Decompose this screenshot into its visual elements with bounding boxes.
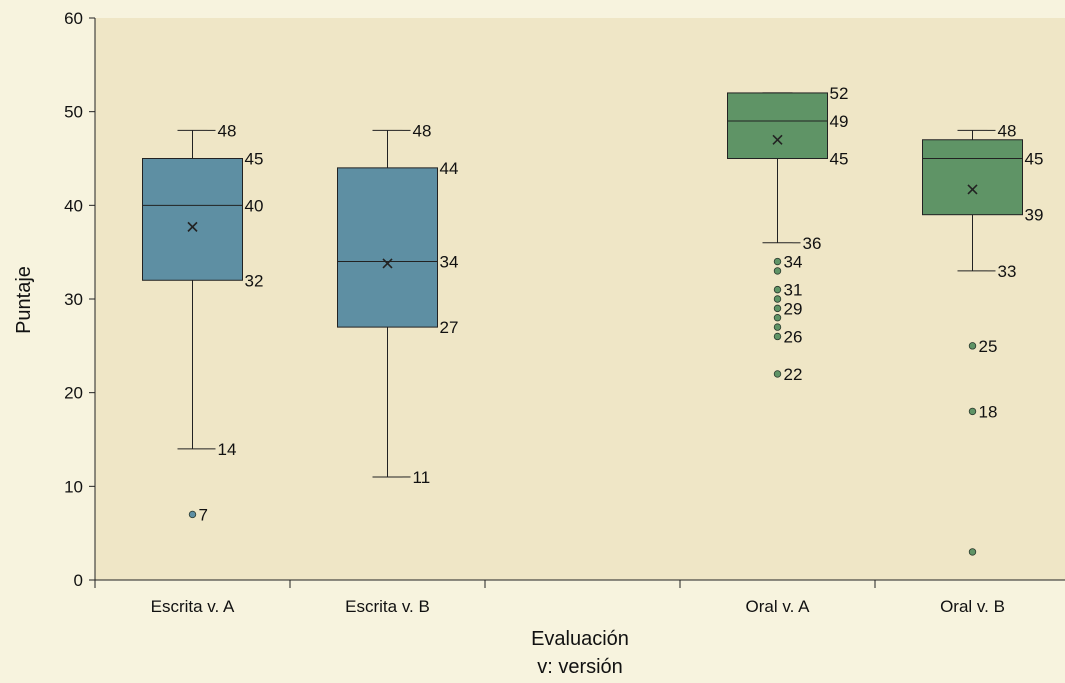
value-label: 33 — [998, 262, 1017, 281]
value-label: 11 — [413, 468, 431, 487]
iqr-box — [727, 92, 828, 159]
value-label: 45 — [245, 150, 264, 169]
outlier-point — [773, 267, 782, 275]
y-tick-label: 50 — [64, 103, 83, 122]
outlier-point — [968, 548, 977, 556]
value-label: 7 — [199, 505, 208, 524]
value-label: 25 — [979, 337, 998, 356]
outlier-point — [773, 332, 782, 341]
value-label: 32 — [245, 271, 264, 290]
outlier-point — [773, 257, 782, 266]
value-label: 26 — [784, 327, 803, 346]
box-series: 4845403214748443427115249453634312926224… — [142, 84, 1044, 556]
x-tick-label: Oral v. A — [746, 597, 811, 616]
mean-marker — [382, 258, 393, 269]
outlier-point — [773, 323, 782, 331]
value-label: 39 — [1025, 206, 1044, 225]
outlier-point — [773, 285, 782, 294]
plot-area — [95, 18, 1065, 580]
mean-marker — [967, 184, 978, 195]
value-label: 34 — [440, 253, 459, 272]
value-label: 29 — [784, 299, 803, 318]
outlier-point — [968, 407, 977, 416]
value-label: 48 — [998, 121, 1017, 140]
value-label: 49 — [830, 112, 849, 131]
value-label: 36 — [803, 234, 822, 253]
y-tick-label: 30 — [64, 290, 83, 309]
value-label: 45 — [830, 150, 849, 169]
value-label: 45 — [1025, 150, 1044, 169]
iqr-box — [337, 167, 438, 328]
y-tick-label: 0 — [74, 571, 83, 590]
iqr-box — [142, 158, 243, 281]
value-label: 27 — [440, 318, 459, 337]
box-group: 48 45 40 32 14 7 — [142, 121, 264, 524]
value-label: 44 — [440, 159, 459, 178]
x-axis-title-line-2: v: versión — [537, 656, 623, 678]
y-tick-label: 40 — [64, 196, 83, 215]
outlier-point — [773, 295, 782, 303]
y-tick-label: 60 — [64, 9, 83, 28]
value-label: 52 — [830, 84, 849, 103]
x-axis-title-line-1: Evaluación — [531, 628, 629, 650]
box-group: 48 45 39 33 25 18 — [922, 121, 1044, 556]
mean-marker — [772, 134, 783, 145]
box-group: 48 44 34 27 11 — [337, 121, 459, 487]
value-label: 14 — [218, 440, 237, 459]
value-label: 48 — [413, 121, 432, 140]
value-label: 31 — [784, 281, 803, 300]
y-tick-label: 20 — [64, 384, 83, 403]
iqr-box — [922, 139, 1023, 216]
outlier-point — [773, 314, 782, 322]
value-label: 22 — [784, 365, 803, 384]
mean-marker — [187, 221, 198, 232]
outlier-point — [968, 342, 977, 350]
x-tick-label: Oral v. B — [940, 597, 1005, 616]
y-axis-title: Puntaje — [13, 266, 35, 334]
value-label: 40 — [245, 196, 264, 215]
value-label: 18 — [979, 402, 998, 421]
outlier-point — [773, 370, 782, 378]
outlier-point — [188, 510, 197, 519]
value-label: 34 — [784, 253, 803, 272]
y-tick-label: 10 — [64, 477, 83, 496]
x-tick-label: Escrita v. A — [151, 597, 235, 616]
value-label: 48 — [218, 121, 237, 140]
outlier-point — [773, 304, 782, 313]
axes: 0 10 20 30 40 50 60 Escrita v. A Escrita v. B Ora… — [64, 9, 1065, 616]
x-tick-label: Escrita v. B — [345, 597, 430, 616]
